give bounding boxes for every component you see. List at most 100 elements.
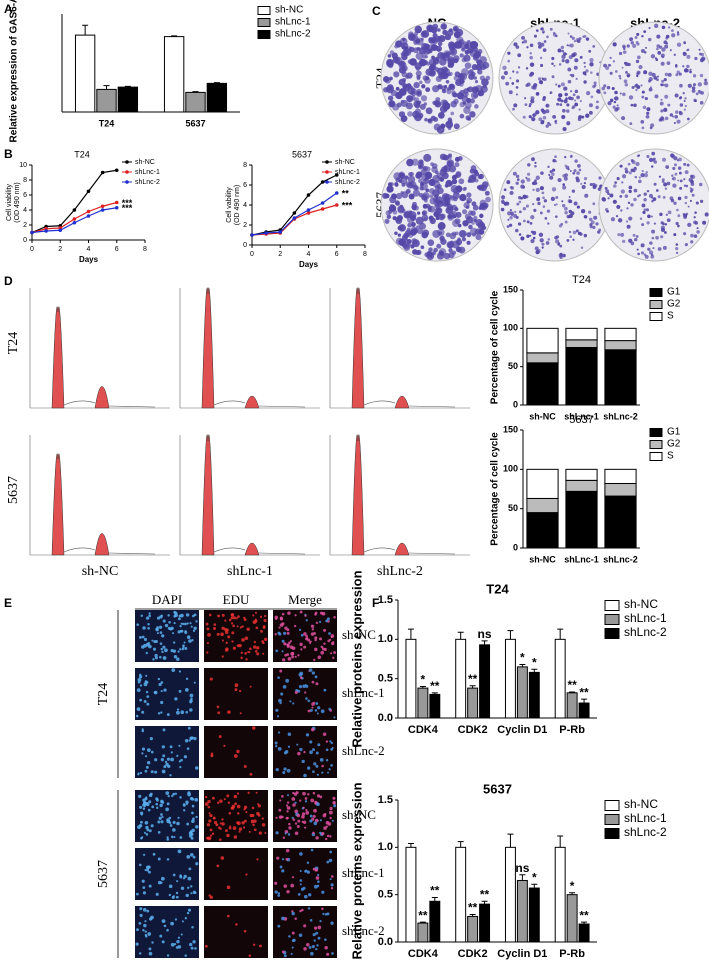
colony — [647, 214, 651, 219]
point — [292, 211, 297, 215]
nucleus — [286, 768, 291, 773]
nucleus — [145, 651, 148, 655]
nucleus — [170, 751, 173, 754]
colony — [479, 75, 485, 81]
nucleus — [178, 760, 181, 763]
colony — [515, 174, 520, 179]
colony — [628, 216, 633, 221]
nucleus — [227, 635, 231, 639]
nucleus — [195, 815, 198, 819]
nucleus — [137, 825, 141, 829]
significance: ** — [418, 908, 428, 922]
colony — [603, 63, 607, 68]
micrograph — [135, 726, 199, 778]
colony — [598, 176, 602, 180]
nucleus — [243, 808, 246, 811]
flow-peak — [201, 287, 215, 409]
nucleus — [160, 681, 164, 684]
point — [306, 211, 311, 215]
nucleus — [260, 629, 263, 633]
nucleus — [299, 909, 302, 913]
colony — [651, 229, 656, 234]
error-bar — [469, 685, 476, 689]
colony — [624, 167, 628, 171]
colony — [621, 181, 624, 184]
y-tick-label: 1.0 — [378, 841, 393, 853]
colony — [575, 37, 580, 43]
x-tick-label: shLnc-2 — [603, 554, 638, 564]
y-tick-label: 2 — [23, 222, 27, 229]
nucleus — [332, 656, 335, 659]
nucleus — [151, 639, 154, 642]
nucleus — [166, 836, 169, 839]
nucleus — [234, 683, 239, 688]
nucleus — [211, 832, 215, 836]
legend-label: G2 — [667, 439, 681, 450]
nucleus — [322, 813, 327, 818]
nucleus — [245, 873, 248, 876]
colony — [467, 117, 472, 121]
nucleus — [223, 798, 226, 801]
colony — [450, 100, 457, 108]
colony — [653, 182, 657, 186]
nucleus — [252, 726, 256, 730]
nucleus — [315, 764, 319, 768]
nucleus — [258, 831, 262, 835]
colony — [592, 44, 596, 48]
legend-swatch — [257, 30, 271, 39]
colony — [682, 65, 685, 68]
nucleus — [145, 833, 149, 836]
colony — [572, 93, 576, 97]
colony — [634, 175, 638, 179]
significance: * — [520, 651, 525, 665]
colony — [637, 55, 641, 60]
colony — [683, 41, 687, 45]
nucleus — [180, 758, 183, 762]
nucleus — [165, 791, 170, 795]
colony — [547, 121, 550, 125]
nucleus — [152, 852, 156, 856]
nucleus — [215, 823, 219, 827]
colony — [703, 81, 709, 86]
micrograph — [135, 668, 199, 720]
colony — [622, 92, 626, 97]
colony — [568, 196, 571, 199]
colony — [664, 94, 669, 99]
colony — [613, 97, 617, 100]
colony — [663, 182, 668, 187]
colony — [687, 205, 690, 208]
colony — [460, 41, 469, 50]
colony — [671, 174, 674, 177]
colony — [448, 71, 453, 76]
x-tick-label: 8 — [143, 246, 147, 253]
y-tick-label: 150 — [503, 424, 518, 434]
colony — [610, 217, 616, 222]
colony — [482, 61, 490, 69]
colony — [423, 153, 432, 162]
colony — [557, 48, 562, 53]
colony — [542, 48, 547, 52]
colony — [459, 193, 467, 202]
colony — [537, 41, 542, 46]
error-bar — [407, 628, 414, 640]
colony — [466, 240, 471, 245]
colony — [470, 91, 479, 100]
nucleus — [304, 826, 307, 829]
colony — [500, 207, 505, 212]
colony — [532, 230, 537, 235]
colony — [389, 76, 393, 81]
nucleus — [221, 639, 224, 642]
colony — [406, 241, 412, 247]
colony — [442, 53, 450, 61]
colony — [663, 107, 668, 112]
error-bar — [557, 835, 564, 848]
colony — [648, 250, 654, 255]
point — [114, 200, 119, 205]
colony — [675, 243, 679, 246]
colony — [593, 81, 597, 85]
error-bar — [431, 692, 438, 695]
nucleus — [326, 834, 330, 838]
nucleus — [280, 815, 284, 819]
nucleus — [185, 893, 189, 898]
nucleus — [253, 828, 257, 832]
